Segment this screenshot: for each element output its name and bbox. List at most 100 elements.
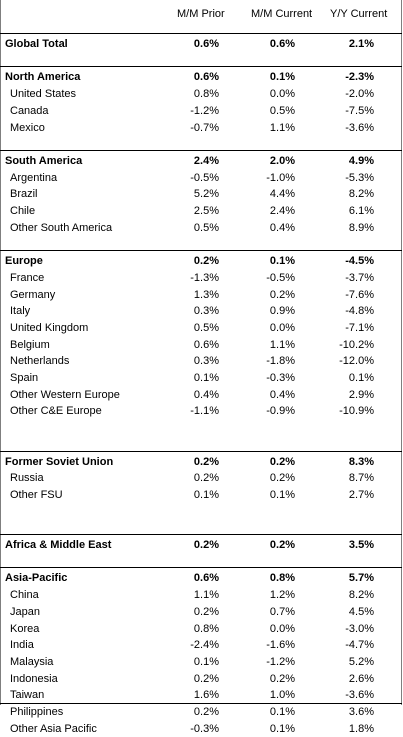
cell-mm-current: 0.2% bbox=[269, 455, 295, 468]
group-separator bbox=[0, 450, 402, 452]
cell-mm-prior: -1.2% bbox=[190, 104, 219, 117]
cell-mm-current: 0.1% bbox=[269, 255, 295, 268]
cell-mm-prior: 0.6% bbox=[193, 572, 219, 585]
cell-yy-current: -7.6% bbox=[345, 288, 374, 301]
cell-mm-prior: 0.3% bbox=[193, 305, 219, 318]
cell-yy-current: -3.6% bbox=[345, 121, 374, 134]
cell-yy-current: 2.7% bbox=[348, 488, 374, 501]
cell-mm-current: 2.0% bbox=[269, 154, 295, 167]
cell-mm-prior: 5.2% bbox=[193, 188, 219, 201]
table-row: India -2.4% -1.6% -4.7% bbox=[0, 637, 402, 654]
table-row: Asia-Pacific 0.6% 0.8% 5.7% bbox=[0, 570, 402, 587]
table-row: Malaysia 0.1% -1.2% 5.2% bbox=[0, 654, 402, 671]
cell-mm-prior: 0.6% bbox=[193, 338, 219, 351]
cell-mm-current: 0.1% bbox=[269, 71, 295, 84]
row-label: Other South America bbox=[10, 221, 113, 234]
cell-mm-current: 0.6% bbox=[269, 38, 295, 50]
cell-mm-current: -0.5% bbox=[266, 271, 295, 284]
cell-yy-current: -5.3% bbox=[345, 171, 374, 184]
row-label: Malaysia bbox=[10, 655, 54, 668]
cell-mm-current: 0.5% bbox=[269, 104, 295, 117]
cell-mm-prior: -2.4% bbox=[190, 639, 219, 652]
cell-yy-current: -4.8% bbox=[345, 305, 374, 318]
cell-mm-prior: -0.7% bbox=[190, 121, 219, 134]
table-row: Chile 2.5% 2.4% 6.1% bbox=[0, 203, 402, 220]
cell-mm-prior: 1.3% bbox=[193, 288, 219, 301]
cell-yy-current: -3.6% bbox=[345, 689, 374, 702]
cell-yy-current: -12.0% bbox=[339, 355, 374, 368]
cell-mm-prior: 0.8% bbox=[193, 88, 219, 101]
row-label: Asia-Pacific bbox=[5, 572, 68, 585]
cell-mm-current: 0.1% bbox=[269, 722, 295, 735]
cell-mm-current: 0.8% bbox=[269, 572, 295, 585]
table-left-border bbox=[0, 0, 1, 705]
cell-mm-prior: 1.1% bbox=[193, 589, 219, 602]
cell-mm-current: 0.9% bbox=[269, 305, 295, 318]
table-row: South America 2.4% 2.0% 4.9% bbox=[0, 153, 402, 170]
row-label: Taiwan bbox=[10, 689, 45, 702]
cell-mm-prior: 0.1% bbox=[193, 372, 219, 384]
cell-mm-current: -1.8% bbox=[266, 355, 295, 368]
cell-mm-prior: 2.5% bbox=[193, 205, 219, 217]
cell-mm-prior: 0.2% bbox=[193, 605, 219, 618]
cell-yy-current: 5.2% bbox=[348, 655, 374, 668]
row-label: United States bbox=[10, 88, 77, 101]
table-row: United States 0.8% 0.0% -2.0% bbox=[0, 86, 402, 103]
row-label: Former Soviet Union bbox=[5, 455, 114, 468]
table-row: Japan 0.2% 0.7% 4.5% bbox=[0, 604, 402, 621]
table-row: Europe 0.2% 0.1% -4.5% bbox=[0, 253, 402, 270]
cell-mm-current: 0.4% bbox=[269, 221, 295, 234]
cell-mm-prior: -1.1% bbox=[190, 405, 219, 418]
cell-mm-prior: 0.5% bbox=[193, 321, 219, 334]
table-bottom-border bbox=[0, 703, 402, 704]
cell-yy-current: -3.0% bbox=[345, 622, 374, 635]
group-separator bbox=[0, 33, 402, 34]
table-header: M/M Prior M/M Current Y/Y Current bbox=[0, 0, 402, 30]
row-label: France bbox=[10, 271, 45, 284]
group-separator bbox=[0, 534, 402, 535]
cell-yy-current: 4.9% bbox=[348, 154, 374, 167]
cell-mm-prior: 0.1% bbox=[193, 488, 219, 501]
cell-yy-current: 8.3% bbox=[348, 455, 374, 468]
cell-mm-prior: -0.3% bbox=[190, 722, 219, 735]
cell-mm-current: -1.0% bbox=[266, 171, 295, 184]
cell-mm-prior: 0.2% bbox=[193, 539, 219, 551]
row-label: Global Total bbox=[5, 38, 68, 50]
row-label: South America bbox=[5, 154, 83, 167]
table-row: Other South America 0.5% 0.4% 8.9% bbox=[0, 220, 402, 237]
table-row: Korea 0.8% 0.0% -3.0% bbox=[0, 621, 402, 638]
cell-yy-current: -7.5% bbox=[345, 104, 374, 117]
row-label: India bbox=[10, 639, 34, 652]
table-row: Spain 0.1% -0.3% 0.1% bbox=[0, 370, 402, 387]
table-row: Other FSU 0.1% 0.1% 2.7% bbox=[0, 487, 402, 504]
cell-mm-current: 0.4% bbox=[269, 388, 295, 401]
cell-mm-current: 1.1% bbox=[269, 121, 295, 134]
cell-yy-current: -7.1% bbox=[345, 321, 374, 334]
cell-mm-current: 0.7% bbox=[269, 605, 295, 618]
row-label: Mexico bbox=[10, 121, 45, 134]
cell-mm-prior: 0.5% bbox=[193, 221, 219, 234]
table-row: Philippines 0.2% 0.1% 3.6% bbox=[0, 704, 402, 721]
group-separator bbox=[0, 567, 402, 569]
cell-mm-current: -0.9% bbox=[266, 405, 295, 418]
cell-mm-prior: 0.2% bbox=[193, 672, 219, 685]
table-right-border bbox=[401, 0, 402, 705]
cell-yy-current: 3.5% bbox=[348, 539, 374, 551]
row-label: North America bbox=[5, 71, 81, 84]
table-row: Canada -1.2% 0.5% -7.5% bbox=[0, 103, 402, 120]
table-row: China 1.1% 1.2% 8.2% bbox=[0, 587, 402, 604]
row-label: Europe bbox=[5, 255, 43, 268]
cell-yy-current: -2.3% bbox=[345, 71, 374, 84]
cell-mm-current: 1.1% bbox=[269, 338, 295, 351]
cell-mm-current: 0.0% bbox=[269, 321, 295, 334]
cell-mm-current: 0.1% bbox=[269, 706, 295, 718]
cell-mm-prior: 2.4% bbox=[193, 154, 219, 167]
cell-yy-current: 8.7% bbox=[348, 472, 374, 485]
cell-yy-current: 2.9% bbox=[348, 388, 374, 401]
row-label: Chile bbox=[10, 205, 36, 217]
table-row: Taiwan 1.6% 1.0% -3.6% bbox=[0, 687, 402, 704]
table-row: Italy 0.3% 0.9% -4.8% bbox=[0, 303, 402, 320]
cell-mm-current: 0.0% bbox=[269, 88, 295, 101]
row-label: Africa & Middle East bbox=[5, 539, 112, 551]
cell-mm-prior: 0.3% bbox=[193, 355, 219, 368]
